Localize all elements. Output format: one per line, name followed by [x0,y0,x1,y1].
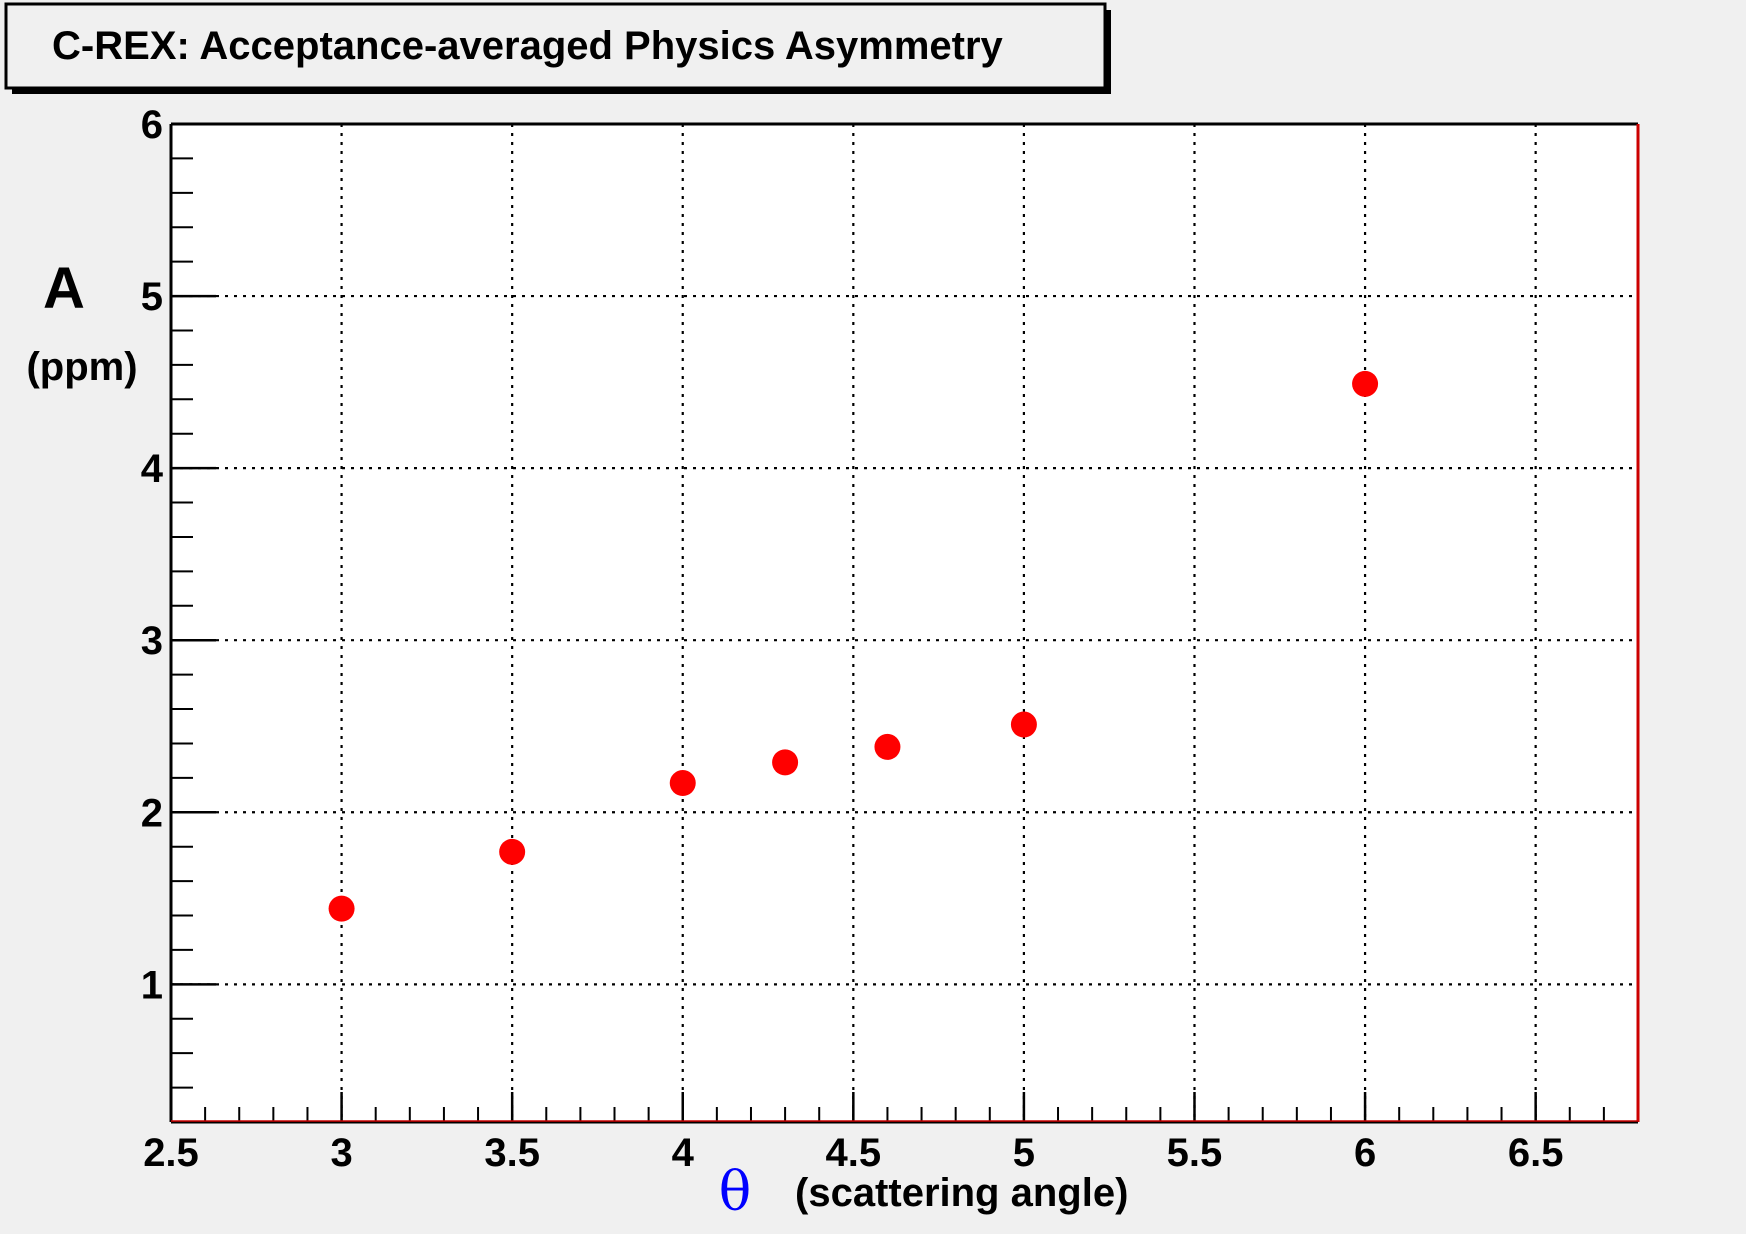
title-box-frame [4,2,1107,90]
y-tick-label: 6 [141,103,163,147]
y-tick-labels: 1 2 3 4 5 6 [141,103,164,1007]
data-point [1352,370,1379,397]
x-tick-label: 4 [672,1131,695,1175]
plot-area [171,124,1638,1122]
x-tick-label: 3.5 [484,1131,540,1175]
data-point [499,838,526,865]
y-tick-label: 4 [141,447,164,491]
x-tick-label: 5.5 [1167,1131,1223,1175]
data-points [328,370,1379,922]
x-tick-label: 2.5 [143,1131,199,1175]
x-tick-label: 5 [1013,1131,1035,1175]
plot-frame [169,122,1640,1124]
x-tick-labels: 2.5 3 3.5 4 4.5 5 5.5 6 6.5 [143,1131,1563,1175]
x-tick-label: 6.5 [1508,1131,1564,1175]
y-tick-label: 5 [141,275,163,319]
x-axis-label: (scattering angle) [795,1171,1128,1215]
y-tick-label: 2 [141,791,163,835]
data-point [328,895,355,922]
data-point [669,770,696,797]
y-axis-unit: (ppm) [26,345,137,389]
x-tick-label: 6 [1354,1131,1376,1175]
y-axis-label: A [43,256,85,321]
data-point [874,733,901,760]
y-tick-label: 3 [141,619,163,663]
chart-title: C-REX: Acceptance-averaged Physics Asymm… [52,24,1004,68]
data-point [1010,711,1037,738]
grid [171,124,1638,1122]
x-axis-theta-symbol: θ [719,1160,752,1223]
data-point [772,749,799,776]
title-box: C-REX: Acceptance-averaged Physics Asymm… [4,2,1111,94]
y-tick-label: 1 [141,963,163,1007]
x-tick-label: 3 [330,1131,352,1175]
x-tick-label: 4.5 [826,1131,882,1175]
